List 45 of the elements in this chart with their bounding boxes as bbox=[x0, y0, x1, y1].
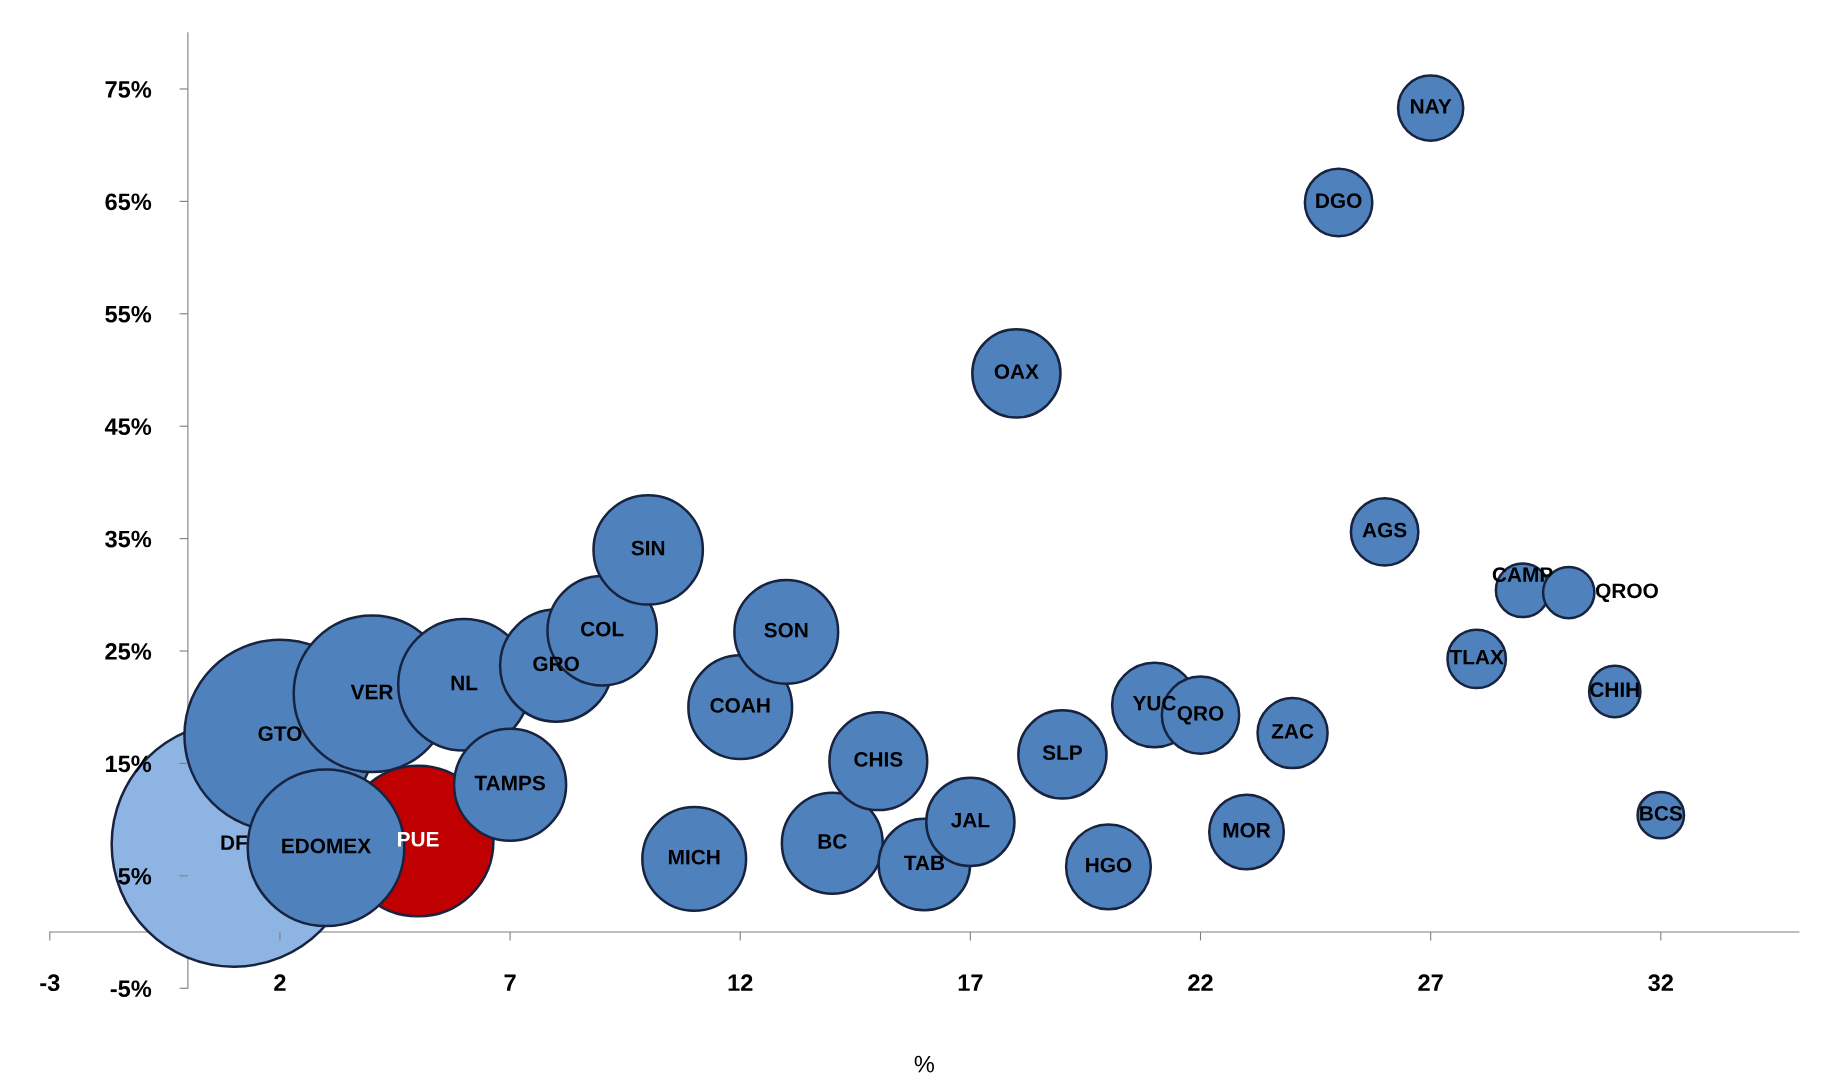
annotation: MOR bbox=[1223, 822, 1271, 838]
y-tick-label: 55% bbox=[105, 305, 152, 323]
annotation: QRO bbox=[1177, 705, 1224, 725]
annotation: BCS bbox=[1640, 805, 1682, 821]
annotation: COAH bbox=[710, 698, 770, 713]
annotation: NL bbox=[451, 675, 478, 691]
x-tick-label: 17 bbox=[958, 974, 983, 991]
annotation: CHIS bbox=[854, 752, 903, 767]
annotation: JAL bbox=[951, 812, 990, 828]
annotation: SIN bbox=[631, 540, 665, 556]
x-tick-label: 32 bbox=[1648, 974, 1673, 992]
annotation: EDOMEX bbox=[282, 838, 371, 854]
x-tick-label: 12 bbox=[728, 974, 753, 991]
x-tick-label: 2 bbox=[274, 974, 286, 991]
annotation: DGO bbox=[1316, 193, 1362, 209]
annotation: TAMPS bbox=[474, 775, 545, 791]
x-tick-label: 27 bbox=[1418, 974, 1443, 991]
annotation: DF bbox=[221, 835, 248, 850]
y-tick-label: -5% bbox=[110, 980, 152, 998]
annotation: ZAC bbox=[1271, 723, 1314, 739]
annotation: OAX bbox=[994, 364, 1039, 379]
x-tick-label: 7 bbox=[504, 974, 516, 991]
annotation: COL bbox=[581, 621, 624, 637]
x-axis-title: % bbox=[914, 1055, 934, 1073]
annotation: SON bbox=[764, 622, 808, 638]
annotation: AGS bbox=[1362, 522, 1407, 538]
annotation: QROO bbox=[1595, 583, 1658, 603]
annotation: TLAX bbox=[1449, 649, 1504, 665]
y-tick-label: 65% bbox=[105, 193, 152, 211]
x-tick-label: -3 bbox=[40, 974, 60, 992]
annotation: NAY bbox=[1411, 99, 1452, 114]
y-tick-label: 5% bbox=[118, 867, 152, 885]
annotation: HGO bbox=[1086, 857, 1132, 873]
annotation: VER bbox=[350, 684, 393, 700]
annotation: SLP bbox=[1042, 745, 1082, 761]
annotation: CHIH bbox=[1590, 682, 1639, 698]
y-tick-label: 45% bbox=[104, 418, 152, 435]
annotation: GTO bbox=[258, 726, 302, 741]
y-tick-label: 75% bbox=[105, 81, 152, 98]
annotation: TAB bbox=[903, 855, 945, 870]
y-tick-label: 25% bbox=[105, 643, 152, 660]
y-tick-label: 35% bbox=[105, 530, 152, 548]
annotation: BC bbox=[818, 834, 847, 849]
x-tick-label: 22 bbox=[1188, 974, 1213, 991]
annotation: MICH bbox=[668, 849, 720, 865]
